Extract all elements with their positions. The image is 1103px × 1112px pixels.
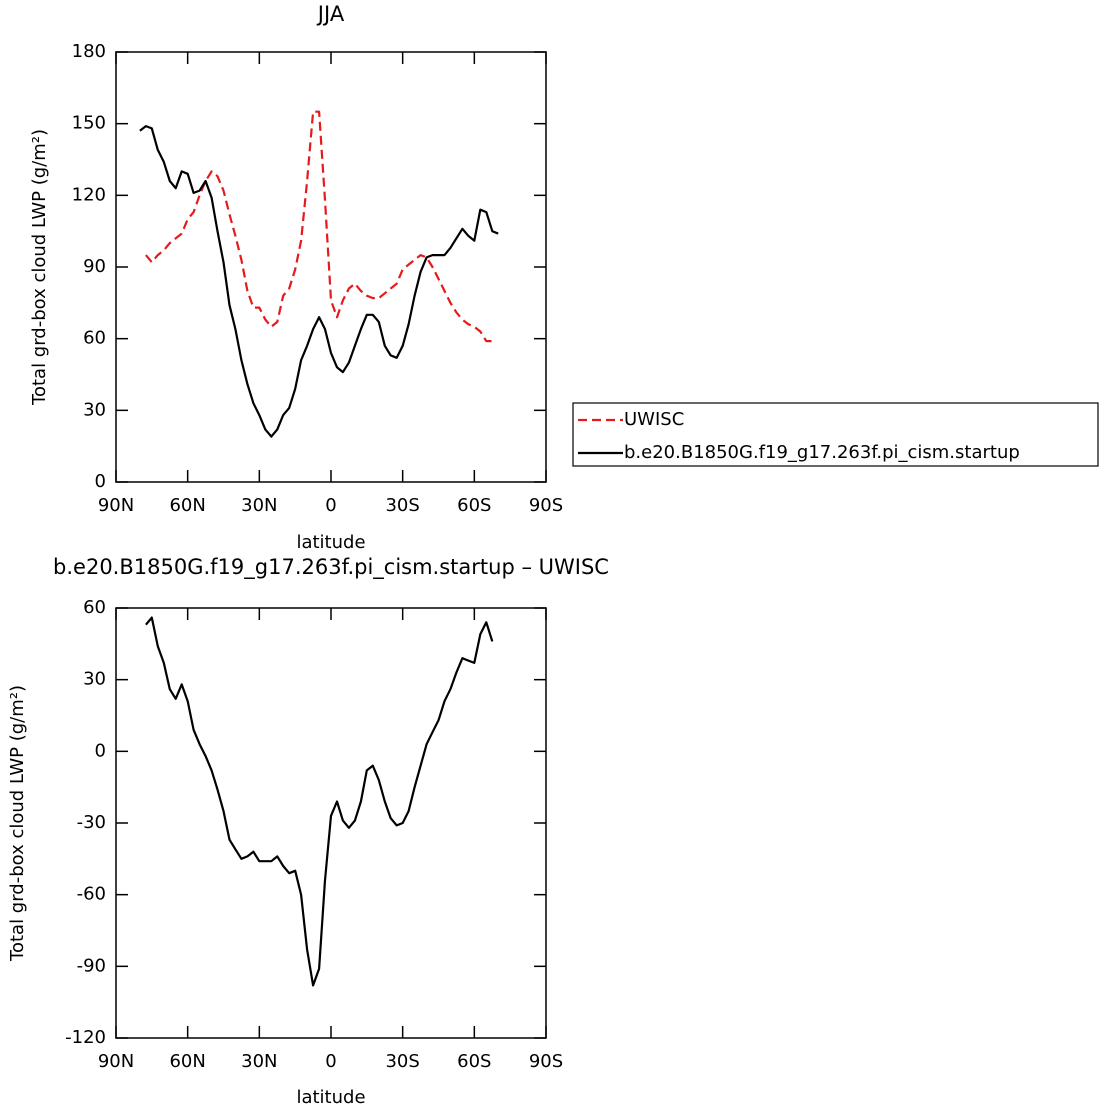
x-axis-label: latitude	[296, 532, 365, 553]
data-line	[145, 110, 493, 343]
y-tick-label: 120	[72, 184, 106, 205]
y-tick-label: 60	[83, 328, 106, 349]
x-tick-label: 30N	[241, 1051, 277, 1072]
data-line	[139, 125, 499, 438]
y-tick-label: -120	[65, 1027, 106, 1048]
y-tick-label: 0	[95, 740, 106, 761]
y-axis-label: Total grd-box cloud LWP (g/m²)	[7, 685, 28, 962]
x-tick-label: 30S	[385, 1051, 419, 1072]
plot-frame	[115, 607, 547, 1039]
x-tick-label: 60N	[169, 495, 205, 516]
x-tick-label: 30S	[385, 495, 419, 516]
y-tick-label: -60	[77, 884, 106, 905]
y-tick-label: 150	[72, 113, 106, 134]
y-tick-label: 0	[95, 471, 106, 492]
data-line	[145, 616, 494, 987]
x-tick-label: 90N	[98, 495, 134, 516]
y-tick-label: -30	[77, 812, 106, 833]
x-tick-label: 90N	[98, 1051, 134, 1072]
chart-title: JJA	[316, 2, 345, 26]
x-tick-label: 90S	[529, 495, 563, 516]
plot-frame	[115, 51, 547, 483]
x-tick-label: 0	[325, 1051, 336, 1072]
x-tick-label: 60S	[457, 1051, 491, 1072]
x-axis-label: latitude	[296, 1087, 365, 1108]
x-tick-label: 60S	[457, 495, 491, 516]
legend-label: b.e20.B1850G.f19_g17.263f.pi_cism.startu…	[624, 442, 1020, 463]
y-tick-label: -90	[77, 955, 106, 976]
x-tick-label: 60N	[169, 1051, 205, 1072]
chart-title: b.e20.B1850G.f19_g17.263f.pi_cism.startu…	[53, 555, 609, 580]
y-tick-label: 30	[83, 669, 106, 690]
y-tick-label: 90	[83, 256, 106, 277]
x-tick-label: 0	[325, 495, 336, 516]
y-tick-label: 180	[72, 41, 106, 62]
y-tick-label: 60	[83, 597, 106, 618]
x-tick-label: 90S	[529, 1051, 563, 1072]
legend-box	[572, 402, 1099, 467]
legend-label: UWISC	[624, 409, 684, 430]
y-axis-label: Total grd-box cloud LWP (g/m²)	[29, 129, 50, 406]
y-tick-label: 30	[83, 399, 106, 420]
x-tick-label: 30N	[241, 495, 277, 516]
